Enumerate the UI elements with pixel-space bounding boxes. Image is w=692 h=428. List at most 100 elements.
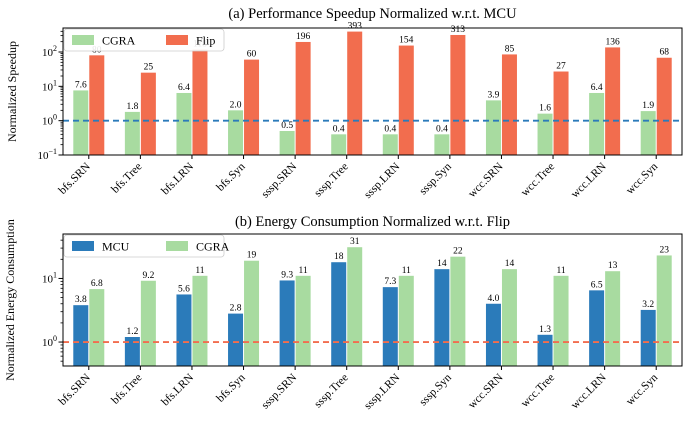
bar-mcu-sssp-tree [331,262,347,366]
bar-value-label: 3.2 [642,300,654,310]
bar-value-label: 1.2 [126,327,138,337]
bar-value-label: 4.0 [488,294,500,304]
x-tick-label: sssp.LRN [362,160,403,201]
bar-cgra-sssp-srn [279,131,295,155]
bar-cgra-wcc-tree [537,113,553,155]
bar-cgra-sssp-syn [450,256,466,366]
bar-value-label: 6.4 [178,83,190,93]
y-tick-base: 10 [42,81,54,93]
x-tick-label: wcc.LRN [569,371,609,411]
bar-value-label: 9.3 [281,270,293,280]
bar-value-label: 154 [399,36,414,46]
bar-cgra-sssp-syn [434,134,450,155]
bar-value-label: 9.2 [142,271,154,281]
bar-value-label: 1.6 [539,104,551,114]
bar-value-label: 1.8 [126,102,138,112]
y-tick-exponent: 0 [53,334,57,343]
y-tick-exponent: 1 [53,270,57,279]
y-tick-base: 10 [42,47,54,59]
y-tick-label: 100 [42,334,57,349]
bar-mcu-sssp-lrn [382,287,398,366]
plot-frame [62,27,683,156]
bar-cgra-bfs-tree [124,111,140,155]
bar-value-label: 7.3 [384,277,396,287]
bar-value-label: 3.8 [75,295,87,305]
y-tick-exponent: −1 [48,147,57,156]
bar-value-label: 31 [350,237,360,247]
y-tick-exponent: 2 [53,44,57,53]
bar-value-label: 0.5 [281,121,293,131]
x-tick-label: sssp.Syn [417,371,454,408]
bar-cgra-sssp-tree [347,247,363,366]
bar-value-label: 0.4 [333,124,345,134]
bar-cgra-sssp-lrn [382,134,398,155]
bar-cgra-bfs-lrn [192,275,208,366]
x-tick-label: bfs.SRN [57,371,94,408]
bar-cgra-wcc-lrn [589,92,605,155]
chart-panel-1: (b) Energy Consumption Normalized w.r.t.… [3,214,683,412]
bar-value-label: 14 [505,259,515,269]
legend-box [63,28,225,52]
bar-value-label: 1.9 [642,101,654,111]
bar-value-label: 85 [505,44,515,54]
legend-swatch-cgra [166,241,188,251]
legend-swatch-flip [166,35,188,45]
bar-value-label: 6.8 [91,279,103,289]
bar-value-label: 1.3 [539,325,551,335]
y-tick-base: 10 [42,116,54,128]
bar-value-label: 393 [348,22,363,32]
x-tick-label: bfs.Syn [215,160,248,193]
bar-mcu-bfs-lrn [176,294,192,366]
bar-value-label: 313 [451,25,466,35]
y-tick-label: 101 [42,78,57,93]
x-tick-label: sssp.Tree [312,372,351,411]
chart-title: (a) Performance Speedup Normalized w.r.t… [228,6,517,22]
bar-cgra-bfs-syn [228,110,244,155]
chart-panel-0: (a) Performance Speedup Normalized w.r.t… [5,6,683,201]
x-tick-label: wcc.Tree [519,161,557,199]
x-tick-label: wcc.Tree [519,372,557,410]
bar-value-label: 6.4 [591,83,603,93]
x-tick-label: wcc.Syn [624,371,660,407]
legend-label-cgra: CGRA [196,240,230,254]
bar-value-label: 0.4 [436,124,448,134]
y-tick-exponent: 0 [53,113,57,122]
bar-value-label: 19 [247,251,257,261]
legend-swatch-cgra [72,35,94,45]
y-tick-label: 101 [42,270,57,285]
bar-flip-wcc-lrn [605,47,621,155]
bar-value-label: 6.5 [591,280,603,290]
bar-cgra-bfs-lrn [176,92,192,155]
bar-flip-sssp-srn [295,41,311,156]
x-tick-label: sssp.Tree [312,161,351,200]
bar-value-label: 25 [144,63,154,73]
x-tick-label: bfs.Syn [215,371,248,404]
y-tick-base: 10 [37,150,49,162]
bar-value-label: 136 [606,37,621,47]
bar-cgra-wcc-srn [485,100,501,155]
bar-mcu-bfs-syn [228,313,244,366]
bar-value-label: 22 [453,247,463,257]
x-tick-label: bfs.LRN [159,371,196,408]
bar-cgra-bfs-srn [89,289,105,366]
x-tick-label: sssp.SRN [259,371,299,411]
x-tick-label: bfs.Tree [109,372,144,407]
bar-cgra-bfs-srn [73,90,89,155]
bar-value-label: 68 [659,48,669,58]
bar-mcu-sssp-srn [279,280,295,366]
bar-cgra-wcc-syn [640,111,656,155]
bar-value-label: 27 [556,62,566,72]
bar-flip-bfs-tree [140,72,156,155]
legend-label-flip: Flip [196,34,215,48]
x-tick-label: wcc.SRN [466,371,506,411]
y-tick-label: 10−1 [37,147,57,162]
bar-value-label: 14 [437,259,447,269]
bar-flip-sssp-lrn [398,45,414,155]
bar-cgra-wcc-syn [656,255,672,366]
x-tick-label: bfs.Tree [109,161,144,196]
x-tick-label: bfs.SRN [57,160,94,197]
legend-box [63,234,225,258]
chart-title: (b) Energy Consumption Normalized w.r.t.… [235,214,510,230]
bar-cgra-sssp-tree [331,134,347,155]
